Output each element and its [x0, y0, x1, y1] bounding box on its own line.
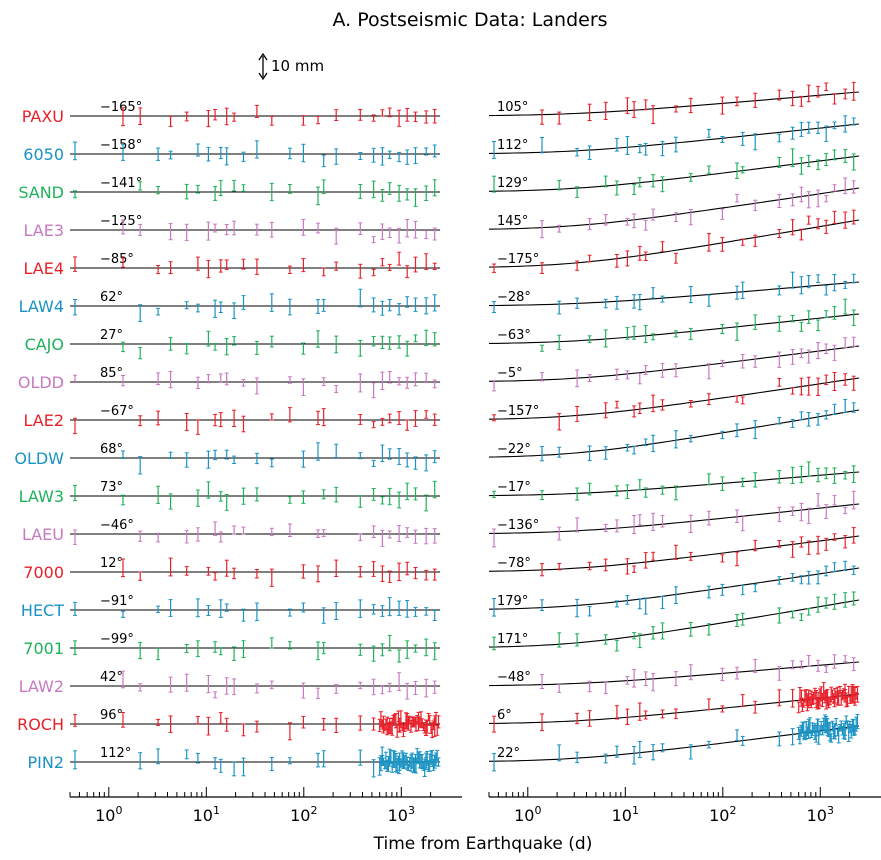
station-label: LAW4 [19, 297, 64, 316]
fit-line [488, 345, 860, 382]
x-axis-label: Time from Earthquake (d) [373, 834, 593, 854]
station-label: LAEU [22, 525, 64, 544]
scale-bar-label: 10 mm [271, 57, 324, 75]
left-panel: −165°−158°−141°−125°−85°62°27°85°−67°68°… [70, 100, 441, 778]
fit-line [488, 219, 860, 268]
fit-line [488, 599, 860, 648]
angle-label: 42° [100, 670, 123, 685]
x-tick-label: 100 [514, 804, 541, 825]
station-label: LAE2 [23, 411, 64, 430]
angle-label: −78° [497, 556, 531, 571]
angle-label: −99° [100, 632, 134, 647]
fit-line [488, 471, 860, 497]
fit-line [488, 409, 860, 458]
fit-line [488, 567, 860, 610]
angle-label: 105° [497, 100, 528, 115]
fit-line [489, 693, 860, 724]
fit-line [488, 281, 860, 307]
angle-label: −91° [100, 594, 134, 609]
angle-label: −136° [497, 518, 539, 533]
angle-label: 68° [100, 442, 123, 457]
angle-label: 129° [497, 176, 528, 191]
angle-label: −157° [497, 404, 539, 419]
station-label: PIN2 [27, 753, 64, 772]
fit-line [489, 123, 860, 154]
station-label: LAW3 [19, 487, 64, 506]
station-label: PAXU [22, 107, 64, 126]
angle-label: −158° [100, 138, 142, 153]
station-label: 7000 [23, 563, 64, 582]
station-label: 6050 [23, 145, 64, 164]
angle-label: 62° [100, 290, 123, 305]
scale-bar: 10 mm [258, 52, 324, 81]
fit-line [489, 313, 860, 344]
fit-line [488, 661, 860, 687]
angle-label: −48° [497, 670, 531, 685]
angle-label: 22° [497, 746, 520, 761]
station-label: CAJO [25, 335, 64, 354]
angle-label: 6° [497, 708, 512, 723]
station-label: HECT [21, 601, 64, 620]
angle-label: −175° [497, 252, 539, 267]
angle-label: −85° [100, 252, 134, 267]
x-tick-label: 100 [95, 804, 122, 825]
angle-label: −5° [497, 366, 523, 381]
station-label: OLDD [18, 373, 64, 392]
x-tick-label: 103 [807, 804, 834, 825]
angle-label: 112° [100, 746, 131, 761]
chart-title: A. Postseismic Data: Landers [332, 9, 607, 31]
station-label: LAW2 [19, 677, 64, 696]
fit-line [488, 535, 860, 572]
x-tick-label: 101 [193, 804, 220, 825]
fit-line [488, 155, 860, 192]
scale-arrow-down [258, 72, 268, 81]
station-label: LAE3 [23, 221, 64, 240]
station-label: 7001 [23, 639, 64, 658]
angle-label: 12° [100, 556, 123, 571]
station-label: OLDW [14, 449, 64, 468]
right-panel: 105° 112° 129° 145° −175° −28° −63° −5° −157° −22… [488, 81, 860, 772]
angle-label: 96° [100, 708, 123, 723]
x-tick-label: 102 [290, 804, 317, 825]
station-label: ROCH [17, 715, 64, 734]
x-axes: 100 101 102 103 100 101 102 103 [69, 787, 881, 825]
x-tick-label: 101 [612, 804, 639, 825]
angle-label: 145° [497, 214, 528, 229]
angle-label: −63° [497, 328, 531, 343]
fit-line [488, 725, 860, 762]
angle-label: −28° [497, 290, 531, 305]
fit-line [488, 377, 860, 420]
station-label: SAND [18, 183, 64, 202]
station-label: LAE4 [23, 259, 64, 278]
angle-label: 179° [497, 594, 528, 609]
angle-label: 27° [100, 328, 123, 343]
angle-label: 73° [100, 480, 123, 495]
scale-arrow-up [258, 52, 268, 61]
angle-label: −22° [497, 442, 531, 457]
fit-line [489, 503, 860, 534]
angle-label: 85° [100, 366, 123, 381]
angle-label: 171° [497, 632, 528, 647]
x-tick-label: 102 [709, 804, 736, 825]
angle-label: −141° [100, 176, 142, 191]
station-labels: PAXU 6050 SAND LAE3 LAE4 LAW4 CAJO OLDD LAE2 OLDW… [14, 107, 64, 772]
angle-label: −67° [100, 404, 134, 419]
fit-line [488, 91, 860, 117]
angle-label: −46° [100, 518, 134, 533]
angle-label: −17° [497, 480, 531, 495]
angle-label: 112° [497, 138, 528, 153]
angle-label: −125° [100, 214, 142, 229]
fit-line [488, 187, 860, 230]
x-tick-label: 103 [388, 804, 415, 825]
